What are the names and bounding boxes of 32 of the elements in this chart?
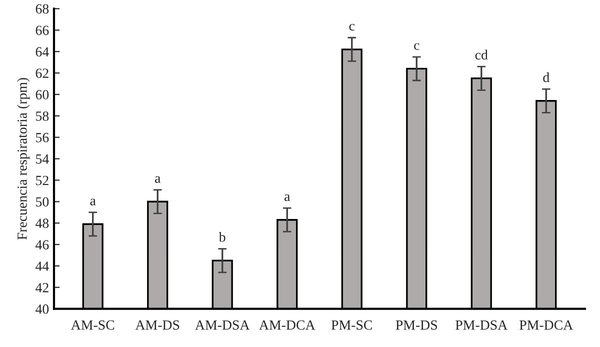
y-axis-title: Frecuencia respiratoria (rpm): [17, 78, 30, 240]
y-tick-label: 42: [36, 283, 48, 292]
y-tick-label: 48: [36, 218, 49, 228]
x-tick-label: PM-DS: [396, 320, 437, 330]
y-tick-label: 54: [36, 154, 49, 164]
y-tick-label: 50: [36, 197, 49, 207]
annotation: a: [284, 194, 290, 202]
x-tick-label: AM-DSA: [195, 320, 250, 330]
y-tick-label: 60: [36, 90, 49, 100]
y-tick-label: 40: [36, 304, 49, 314]
y-tick-label: 58: [36, 111, 49, 121]
annotation: d: [543, 72, 550, 82]
y-tick-label: 56: [36, 132, 49, 142]
annotation: b: [218, 232, 226, 242]
x-tick-label: AM-SC: [70, 320, 114, 330]
x-tick-label: AM-DS: [135, 320, 180, 330]
annotation: c: [414, 43, 420, 50]
y-tick-label: 66: [36, 26, 49, 36]
annotation: c: [349, 24, 355, 31]
annotation: cd: [475, 50, 488, 60]
y-tick-label: 64: [36, 47, 49, 57]
x-tick-label: PM-DCA: [520, 320, 574, 330]
y-tick-label: 52: [36, 176, 48, 186]
x-tick-label: PM-DSA: [456, 320, 508, 330]
y-tick-label: 62: [36, 68, 48, 78]
x-tick-label: PM-SC: [331, 320, 372, 330]
annotation: a: [155, 176, 160, 183]
annotation: a: [90, 198, 96, 206]
y-tick-label: 68: [36, 4, 49, 14]
x-tick-label: AM-DCA: [259, 320, 316, 330]
y-tick-label: 46: [36, 240, 49, 250]
y-tick-label: 44: [36, 262, 49, 271]
